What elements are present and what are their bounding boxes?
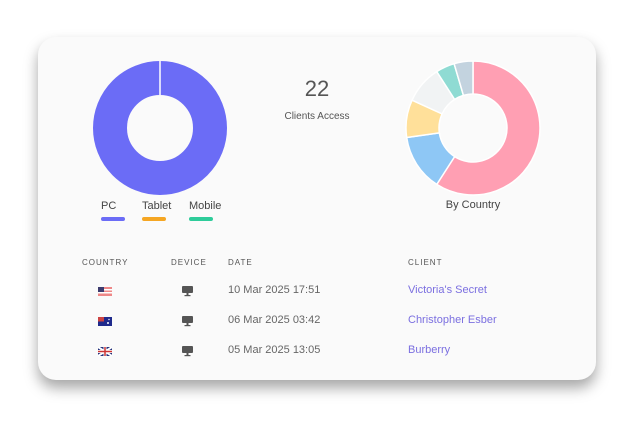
row-client-link[interactable]: Christopher Esber	[408, 314, 497, 326]
header-device: DEVICE	[171, 258, 207, 267]
row-date: 05 Mar 2025 13:05	[228, 344, 321, 356]
desktop-icon	[182, 316, 193, 327]
flag-au-icon	[98, 317, 112, 326]
desktop-icon	[182, 286, 193, 297]
country-slice-5[interactable]	[453, 60, 474, 97]
header-date: DATE	[228, 258, 253, 267]
clients-label: Clients Access	[284, 111, 350, 122]
legend-tablet[interactable]: Tablet	[142, 200, 171, 221]
row-client-link[interactable]: Victoria's Secret	[408, 284, 487, 296]
country-donut	[405, 60, 541, 196]
device-donut	[93, 61, 227, 195]
row-client-link[interactable]: Burberry	[408, 344, 451, 356]
legend-pc[interactable]: PC	[101, 200, 125, 221]
row-date: 06 Mar 2025 03:42	[228, 314, 321, 326]
legend-mobile[interactable]: Mobile	[189, 200, 221, 221]
country-slice-0[interactable]	[435, 60, 541, 196]
header-client: CLIENT	[408, 258, 443, 267]
row-date: 10 Mar 2025 17:51	[228, 284, 321, 296]
flag-gb-icon	[98, 347, 112, 356]
clients-count: 22	[304, 76, 330, 101]
desktop-icon	[182, 346, 193, 357]
header-country: COUNTRY	[82, 258, 129, 267]
country-chart-title: By Country	[445, 199, 501, 211]
flag-us-icon	[98, 287, 112, 296]
